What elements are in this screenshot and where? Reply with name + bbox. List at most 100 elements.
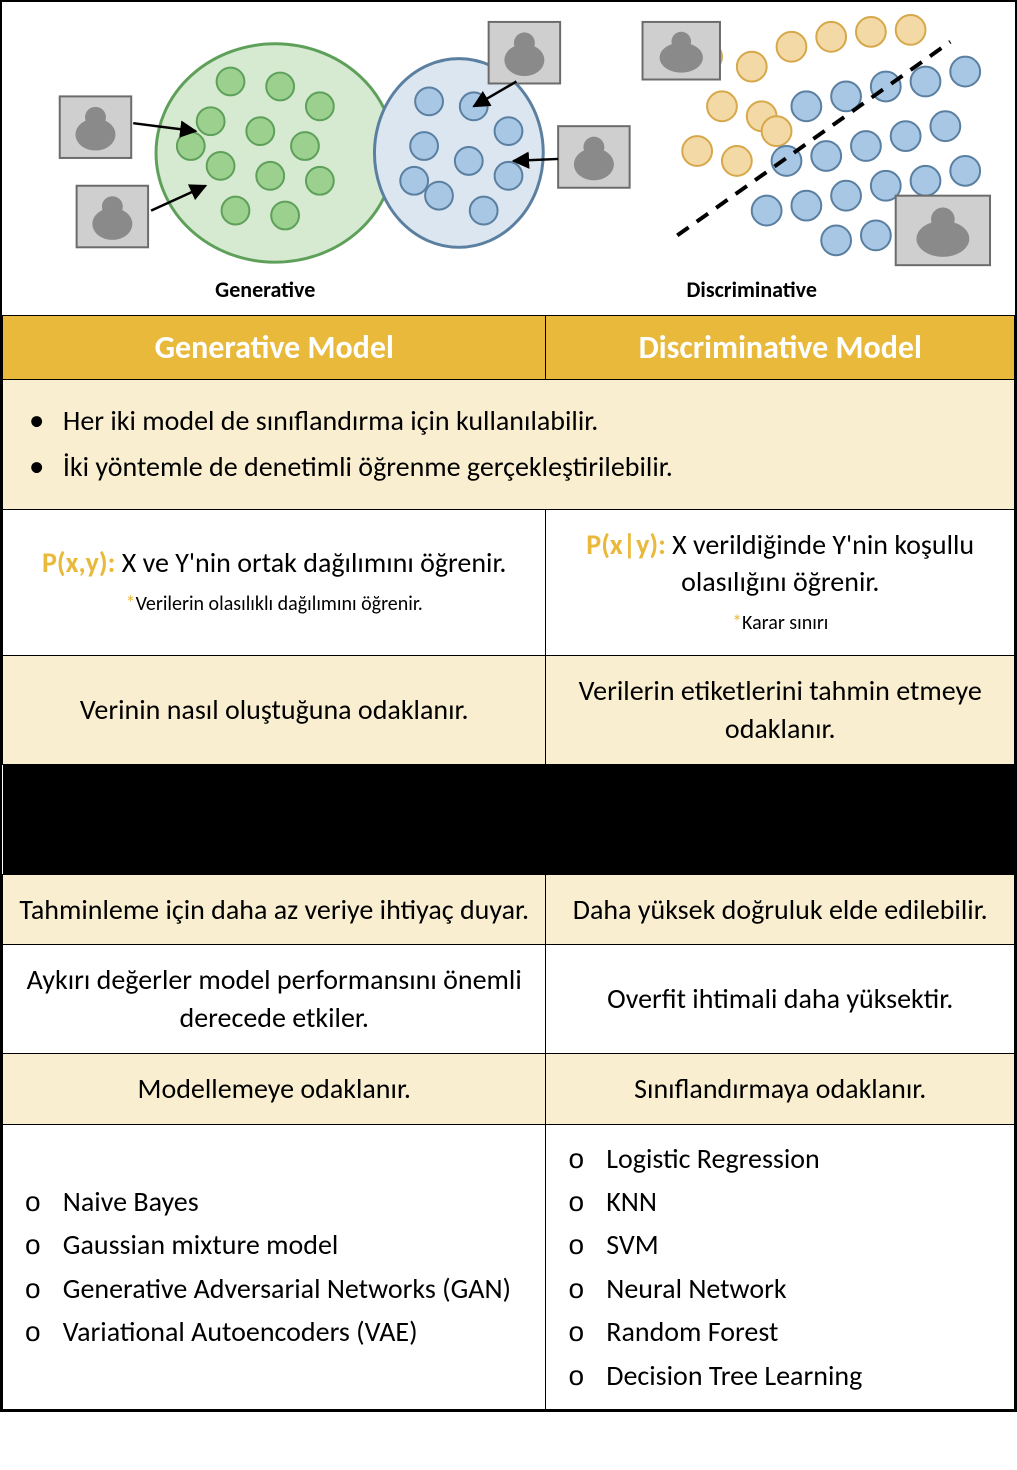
table-row: Modellemeye odaklanır. Sınıflandırmaya od…: [3, 1053, 1015, 1124]
cell-left: P(x,y): X ve Y'nin ortak dağılımını öğre…: [3, 509, 546, 655]
cell-text: Aykırı değerler model performansını önem…: [27, 962, 522, 1035]
header-row: Generative Model Discriminative Model: [3, 316, 1015, 380]
blue-dot: [455, 147, 483, 175]
algo-item: SVM: [568, 1223, 992, 1266]
cat-photo: [60, 96, 131, 158]
algo-item: Naive Bayes: [25, 1180, 523, 1223]
table-row: Aykırı değerler model performansını önem…: [3, 945, 1015, 1054]
cell-left: Modellemeye odaklanır.: [3, 1053, 546, 1124]
algo-item: Gaussian mixture model: [25, 1223, 523, 1266]
blue-dot: [950, 156, 980, 186]
photo-head: [85, 107, 106, 128]
cell-text: Modellemeye odaklanır.: [138, 1071, 411, 1106]
cell-text: Tahminleme için daha az veriye ihtiyaç d…: [19, 892, 529, 927]
dog-photo: [489, 22, 560, 84]
green-dot: [256, 162, 284, 190]
green-dot: [291, 132, 319, 160]
orange-dot: [682, 136, 712, 166]
blue-dot: [811, 141, 841, 171]
orange-dot: [856, 17, 886, 47]
blue-dot: [470, 197, 498, 225]
common-bullet: Her iki model de sınıflandırma için kull…: [29, 398, 988, 444]
blue-dot: [930, 111, 960, 141]
green-dot: [306, 92, 334, 120]
formula: P(x|y):: [586, 527, 666, 562]
cell-text: Overfit ihtimali daha yüksektir.: [607, 981, 953, 1016]
algo-item: Neural Network: [568, 1267, 992, 1310]
blue-dot: [821, 225, 851, 255]
green-dot: [177, 132, 205, 160]
dog-photo: [896, 196, 990, 265]
algo-list-left: Naive BayesGaussian mixture modelGenerat…: [25, 1180, 523, 1354]
orange-dot: [896, 15, 926, 45]
cell-right: Sınıflandırmaya odaklanır.: [546, 1053, 1015, 1124]
photo-head: [583, 137, 604, 158]
blue-dot: [410, 132, 438, 160]
cell-text: X verildiğinde Y'nin koşullu olasılığını…: [666, 527, 974, 600]
cell-note: *Verilerin olasılıklı dağılımını öğrenir…: [126, 592, 423, 616]
header-discriminative: Discriminative Model: [546, 316, 1015, 380]
blue-dot: [415, 87, 443, 115]
cell-note: *Karar sınırı: [732, 611, 828, 635]
algo-item: Decision Tree Learning: [568, 1354, 992, 1397]
cell-right: Overfit ihtimali daha yüksektir.: [546, 945, 1015, 1054]
algo-item: KNN: [568, 1180, 992, 1223]
green-dot: [197, 107, 225, 135]
cell-text: X ve Y'nin ortak dağılımını öğrenir.: [115, 545, 506, 580]
common-row: Her iki model de sınıflandırma için kull…: [3, 380, 1015, 509]
green-dot: [306, 167, 334, 195]
comparison-infographic: Generative Discriminative Generative Mod…: [0, 0, 1017, 1412]
cell-left: Aykırı değerler model performansını önem…: [3, 945, 546, 1054]
orange-dot: [816, 22, 846, 52]
blue-dot: [831, 181, 861, 211]
hero-diagram: Generative Discriminative: [2, 2, 1015, 315]
table-row: Verinin nasıl oluştuğuna odaklanır.Veril…: [3, 655, 1015, 764]
dog-photo: [558, 126, 629, 188]
green-dot: [217, 68, 245, 96]
blue-dot: [851, 131, 881, 161]
algo-item: Random Forest: [568, 1310, 992, 1353]
blue-dot: [891, 121, 921, 151]
table-row: Tahminleme için daha az veriye ihtiyaç d…: [3, 874, 1015, 945]
green-dot: [207, 152, 235, 180]
blue-dot: [911, 67, 941, 97]
table-row: P(x,y): X ve Y'nin ortak dağılımını öğre…: [3, 509, 1015, 655]
orange-dot: [777, 32, 807, 62]
algorithms-generative: Naive BayesGaussian mixture modelGenerat…: [3, 1124, 546, 1409]
blue-dot: [752, 196, 782, 226]
orange-dot: [707, 91, 737, 121]
hero-label-discriminative: Discriminative: [509, 276, 996, 303]
algo-item: Variational Autoencoders (VAE): [25, 1310, 523, 1353]
hero-label-generative: Generative: [22, 276, 509, 303]
blue-dot: [400, 167, 428, 195]
blue-dot: [495, 162, 523, 190]
blue-dot: [495, 117, 523, 145]
header-generative: Generative Model: [3, 316, 546, 380]
cell-right: Verilerin etiketlerini tahmin etmeye oda…: [546, 655, 1015, 764]
blue-dot: [911, 166, 941, 196]
algorithms-row: Naive BayesGaussian mixture modelGenerat…: [3, 1124, 1015, 1409]
formula: P(x,y):: [42, 545, 115, 580]
common-cell: Her iki model de sınıflandırma için kull…: [3, 380, 1015, 509]
photo-head: [514, 32, 535, 53]
algo-item: Generative Adversarial Networks (GAN): [25, 1267, 523, 1310]
green-dot: [222, 197, 250, 225]
cat-photo: [643, 22, 720, 80]
green-dot: [266, 73, 294, 101]
cell-right: Daha yüksek doğruluk elde edilebilir.: [546, 874, 1015, 945]
algorithms-discriminative: Logistic RegressionKNNSVMNeural NetworkR…: [546, 1124, 1015, 1409]
cell-left: Verinin nasıl oluştuğuna odaklanır.: [3, 655, 546, 764]
green-dot: [246, 117, 274, 145]
photo-head: [931, 207, 955, 231]
algo-list-right: Logistic RegressionKNNSVMNeural NetworkR…: [568, 1137, 992, 1397]
cell-right: P(x|y): X verildiğinde Y'nin koşullu ola…: [546, 509, 1015, 655]
cell-left: Tahminleme için daha az veriye ihtiyaç d…: [3, 874, 546, 945]
orange-dot: [722, 146, 752, 176]
photo-head: [671, 32, 691, 52]
blue-dot: [791, 191, 821, 221]
table-row: [3, 764, 1015, 874]
common-bullet-list: Her iki model de sınıflandırma için kull…: [29, 398, 988, 490]
photo-head: [102, 196, 123, 217]
blue-dot: [861, 220, 891, 250]
blue-dot: [791, 91, 821, 121]
